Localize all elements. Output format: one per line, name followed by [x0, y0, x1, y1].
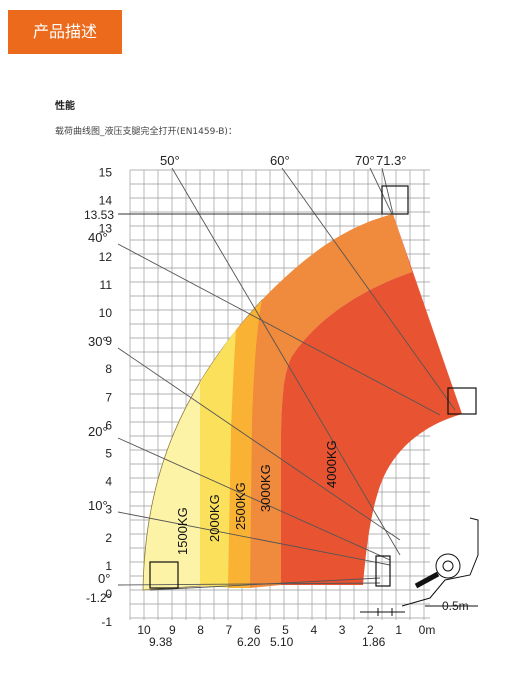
y-special-13-53: 13.53 — [84, 208, 114, 222]
x-tick-label: 10 — [137, 623, 151, 637]
angle-40: 40° — [88, 230, 108, 245]
special-values: 13.53 -1.2° 9.38 6.20 5.10 1.86 — [84, 208, 386, 649]
y-tick-label: 11 — [100, 278, 113, 292]
zone-2000kg — [200, 330, 236, 588]
vehicle-sketch — [360, 517, 479, 616]
x-tick-label: 0m — [419, 623, 436, 637]
x-tick-label: 6 — [254, 623, 261, 637]
y-tick-label: 3 — [105, 503, 112, 517]
x-tick-label: 7 — [226, 623, 233, 637]
x-tick-label: 5 — [282, 623, 289, 637]
angle-labels: 50° 60° 70° 71.3° 40° 30° 20° 10° 0° — [88, 153, 407, 586]
zone-labels: 1500KG 2000KG 2500KG 3000KG 4000KG — [175, 440, 339, 555]
angle-70: 70° — [355, 153, 375, 168]
x-tick-label: 3 — [339, 623, 346, 637]
angle-71-3: 71.3° — [376, 153, 407, 168]
x-tick-label: 9 — [169, 623, 176, 637]
load-zones — [142, 214, 462, 591]
zone-3000kg — [250, 214, 412, 588]
x-special-5-10: 5.10 — [270, 635, 294, 649]
x-special-6-20: 6.20 — [237, 635, 261, 649]
label-1500kg: 1500KG — [175, 507, 190, 555]
x-tick-label: 2 — [367, 623, 374, 637]
y-tick-label: 9 — [105, 334, 112, 348]
y-tick-label: 8 — [105, 362, 112, 376]
product-description-tab[interactable]: 产品描述 — [8, 10, 122, 54]
zone-2500kg — [228, 300, 262, 588]
angle-30: 30° — [88, 334, 108, 349]
y-tick-label: 15 — [99, 166, 113, 180]
angle-10: 10° — [88, 498, 108, 513]
boom-positions — [149, 185, 477, 589]
y-tick-label: 7 — [105, 390, 112, 404]
angle-20: 20° — [88, 424, 108, 439]
x-special-9-38: 9.38 — [149, 635, 173, 649]
label-2000kg: 2000KG — [207, 494, 222, 542]
x-tick-label: 4 — [310, 623, 317, 637]
angle-lines — [117, 167, 456, 591]
y-tick-label: 4 — [105, 475, 112, 489]
y-tick-label: 0 — [105, 587, 112, 601]
zone-right-outer — [393, 214, 462, 414]
angle-60: 60° — [270, 153, 290, 168]
zone-4000kg — [281, 272, 462, 585]
y-tick-label: 10 — [99, 306, 113, 320]
label-2500kg: 2500KG — [233, 482, 248, 530]
y-tick-label: -1 — [101, 615, 112, 629]
x-axis-labels: 10 9 8 7 6 5 4 3 2 1 0m — [137, 623, 435, 637]
x-tick-label: 1 — [395, 623, 402, 637]
y-tick-label: 6 — [105, 418, 112, 432]
y-tick-label: 13 — [99, 222, 113, 236]
scale-label: 0.5m — [442, 599, 469, 613]
x-special-1-86: 1.86 — [362, 635, 386, 649]
y-tick-label: 14 — [99, 194, 113, 208]
y-tick-label: 12 — [99, 250, 113, 264]
angle-0: 0° — [98, 571, 110, 586]
y-tick-label: 1 — [105, 559, 112, 573]
y-special-minus-1-2: -1.2° — [86, 591, 112, 605]
chart-caption: 载荷曲线图_液压支腿完全打开(EN1459-B)： — [55, 127, 237, 137]
x-tick-label: 8 — [197, 623, 204, 637]
y-tick-label: 2 — [105, 531, 112, 545]
y-tick-label: 5 — [105, 447, 112, 461]
label-4000kg: 4000KG — [324, 440, 339, 488]
label-3000kg: 3000KG — [258, 464, 273, 512]
angle-50: 50° — [160, 153, 180, 168]
section-title: 性能 — [55, 101, 75, 112]
